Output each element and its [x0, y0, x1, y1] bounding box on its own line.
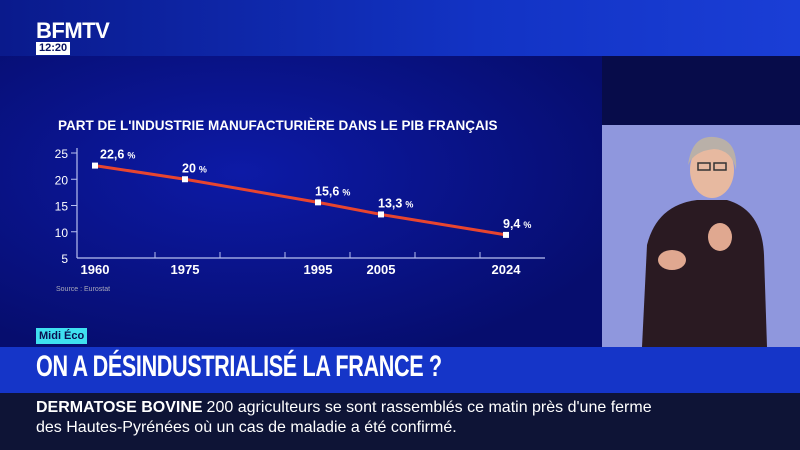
y-tick-label: 25	[55, 147, 69, 161]
ticker-body: 200 agriculteurs se sont rassemblés ce m…	[36, 399, 652, 436]
x-tick-label: 1975	[171, 262, 200, 277]
x-tick-label: 2024	[492, 262, 522, 277]
data-point	[182, 176, 188, 183]
clock: 12:20	[36, 42, 71, 55]
data-point	[315, 199, 321, 206]
y-tick-label: 15	[55, 200, 69, 214]
data-point	[503, 231, 509, 238]
program-tag: Midi Éco	[36, 328, 88, 344]
data-label: 20%	[182, 161, 207, 175]
line-chart: 25 20 15 10 5 1960 1975 1995 2005 2024 Source : Eu…	[55, 147, 545, 293]
ticker-topic: DERMATOSE BOVINE	[36, 399, 203, 416]
x-tick-label: 2005	[367, 262, 396, 277]
series-line	[94, 164, 507, 237]
x-tick-label: 1960	[81, 262, 110, 277]
chart-panel	[0, 56, 602, 347]
chart-source: Source : Eurostat	[56, 286, 110, 293]
sign-language-interpreter	[602, 125, 800, 347]
data-label: 22,6%	[100, 148, 135, 162]
channel-logo: BFMTV	[36, 18, 110, 43]
headline: ON A DÉSINDUSTRIALISÉ LA FRANCE ?	[36, 350, 442, 383]
ticker-text: DERMATOSE BOVINE 200 agriculteurs se sont…	[36, 398, 656, 438]
y-tick-label: 20	[55, 173, 69, 187]
data-label: 15,6%	[315, 184, 350, 198]
data-label: 9,4%	[503, 217, 531, 231]
data-point	[92, 162, 98, 169]
x-tick-label: 1995	[304, 262, 333, 277]
headline-bar	[0, 347, 800, 393]
news-ticker	[0, 393, 800, 450]
chart-title: PART DE L'INDUSTRIE MANUFACTURIÈRE DANS …	[58, 118, 498, 133]
data-label: 13,3%	[378, 196, 413, 210]
top-band	[0, 0, 800, 56]
data-point	[378, 211, 384, 218]
y-tick-label: 10	[55, 226, 69, 240]
y-tick-label: 5	[61, 252, 68, 266]
